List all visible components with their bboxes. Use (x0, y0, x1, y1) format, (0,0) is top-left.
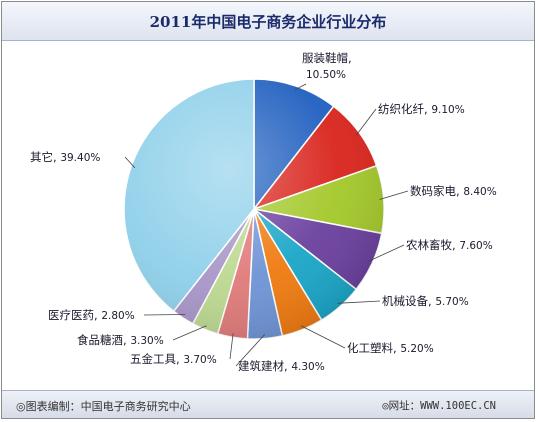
leader-line (124, 156, 136, 169)
chart-title: 2011年中国电子商务企业行业分布 (149, 13, 387, 31)
slice-label: 其它, 39.40% (30, 150, 100, 164)
slice-label: 食品糖酒, 3.30% (77, 333, 164, 347)
slice-labels: 服装鞋帽, 10.50% 纺织化纤, 9.10% 数码家电, 8.40% 农林畜牧, 7… (30, 51, 497, 373)
leader-line (229, 333, 234, 360)
leader-line (355, 108, 377, 136)
slice-label: 服装鞋帽, 10.50% (302, 51, 352, 81)
leader-line (294, 83, 307, 91)
leader-lines (124, 83, 409, 367)
slice-label: 纺织化纤, 9.10% (378, 102, 465, 116)
leader-line (379, 190, 409, 200)
footer-source: ◎图表编制：中国电子商务研究中心 (16, 400, 191, 413)
leader-line (300, 325, 346, 349)
leader-line (368, 244, 405, 262)
leader-line (337, 300, 381, 304)
title-bar: 2011年中国电子商务企业行业分布 (2, 2, 534, 41)
footer-website: ◎网址：WWW.100EC.CN (382, 400, 496, 412)
slice-label: 农林畜牧, 7.60% (406, 238, 493, 252)
footer: ◎图表编制：中国电子商务研究中心 ◎网址：WWW.100EC.CN (2, 390, 534, 418)
pie-chart: 服装鞋帽, 10.50% 纺织化纤, 9.10% 数码家电, 8.40% 农林畜牧, 7… (30, 51, 497, 373)
slice-label: 医疗医药, 2.80% (48, 308, 135, 322)
slice-label: 机械设备, 5.70% (382, 294, 469, 308)
pie-slices (123, 78, 385, 340)
slice-label: 数码家电, 8.40% (410, 184, 497, 198)
slice-label: 五金工具, 3.70% (130, 352, 217, 366)
leader-line (143, 314, 186, 316)
leader-line (235, 334, 265, 367)
slice-label: 建筑建材, 4.30% (238, 359, 325, 373)
slice-label: 化工塑料, 5.20% (347, 341, 434, 355)
leader-line (172, 325, 207, 341)
